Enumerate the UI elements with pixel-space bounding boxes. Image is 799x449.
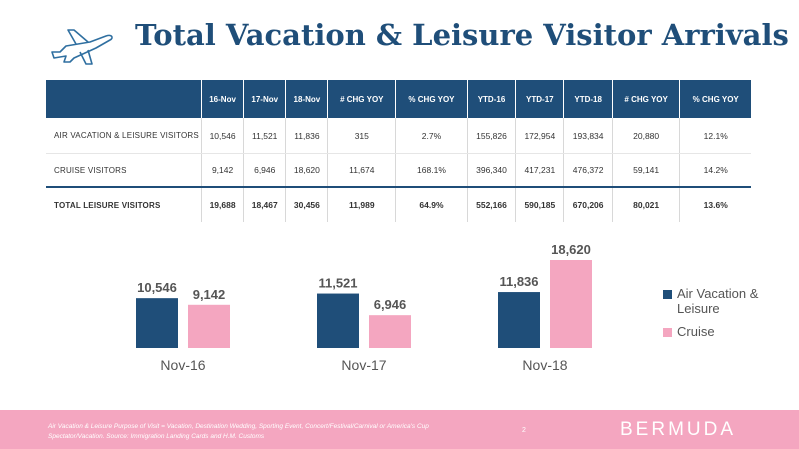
table-cell: 155,826 [466,118,516,154]
table-cell: 396,340 [466,153,516,188]
bar-air-vacation-leisure-nov-17 [317,293,359,348]
column-header [46,80,202,118]
row-label: TOTAL LEISURE VISITORS [54,200,161,210]
table-cell: 64.9% [395,187,468,222]
bar-value-label: 6,946 [374,297,407,312]
table-cell: 14.2% [679,153,751,188]
table-cell: 10,546 [200,118,244,154]
table-cell: 13.6% [679,187,751,222]
category-label: Nov-16 [160,357,205,373]
row-label: CRUISE VISITORS [46,153,202,188]
table-cell: 2.7% [395,118,468,154]
column-header: % CHG YOY [395,80,468,118]
table-total-row: TOTAL LEISURE VISITORS 19,688 18,467 30,… [46,187,751,222]
table-cell: 11,989 [327,187,396,222]
bar-value-label: 9,142 [193,287,226,302]
bermuda-logo: BERMUDA [620,419,737,440]
table-cell: 30,456 [285,187,328,222]
bar-cruise-nov-17 [369,315,411,348]
legend-item-air: Air Vacation & Leisure [663,286,782,316]
column-header: YTD-16 [466,80,516,118]
table-cell: 80,021 [611,187,680,222]
table-cell: 670,206 [563,187,613,222]
page-number: 2 [522,427,526,434]
column-header: YTD-18 [563,80,613,118]
bar-value-label: 11,521 [318,276,357,291]
chart-legend: Air Vacation & Leisure Cruise [663,286,782,347]
table-cell: 11,836 [285,118,328,154]
table-cell: 193,834 [563,118,613,154]
row-label: AIR VACATION & LEISURE VISITORS [46,118,202,154]
bar-value-label: 10,546 [137,280,177,295]
bar-cruise-nov-16 [188,304,230,348]
table-cell: 6,946 [243,153,286,188]
table-cell: 552,166 [466,187,516,222]
table-cell: 18,467 [243,187,286,222]
table-cell: 172,954 [515,118,564,154]
visitor-arrivals-table: 16-Nov 17-Nov 18-Nov # CHG YOY % CHG YOY… [46,80,751,222]
page-title: Total Vacation & Leisure Visitor Arrival… [135,18,789,52]
table-cell: 9,142 [200,153,244,188]
legend-label-air: Air Vacation & Leisure [677,286,759,316]
table-row: AIR VACATION & LEISURE VISITORS 10,546 1… [46,118,751,154]
legend-item-cruise: Cruise [663,324,782,339]
table-cell: 417,231 [515,153,564,188]
column-header: 17-Nov [243,80,286,118]
table-cell: 11,674 [327,153,396,188]
category-label: Nov-18 [522,357,567,373]
table-cell: 315 [327,118,396,154]
bar-cruise-nov-18 [550,260,592,348]
table-cell: 12.1% [679,118,751,154]
legend-label-cruise: Cruise [677,324,715,339]
table-cell: 11,521 [243,118,286,154]
legend-swatch-air [663,290,672,299]
table-cell: 590,185 [515,187,564,222]
bar-value-label: 11,836 [499,274,538,289]
table-cell: 476,372 [563,153,613,188]
bar-value-label: 18,620 [551,242,591,257]
column-header: % CHG YOY [679,80,751,118]
table-cell: 18,620 [285,153,328,188]
table-cell: 168.1% [395,153,468,188]
category-label: Nov-17 [341,357,386,373]
table-cell: 20,880 [611,118,680,154]
arrivals-bar-chart: 10,546 9,142 Nov-16 11,521 6,946 Nov-17 11,836… [136,242,592,373]
table-cell: 59,141 [611,153,680,188]
airplane-icon [51,29,113,65]
table-header-row: 16-Nov 17-Nov 18-Nov # CHG YOY % CHG YOY… [46,80,751,118]
column-header: 18-Nov [285,80,328,118]
table-cell: 19,688 [200,187,244,222]
table-row: CRUISE VISITORS 9,142 6,946 18,620 11,67… [46,153,751,188]
bar-air-vacation-leisure-nov-18 [498,292,540,348]
bar-air-vacation-leisure-nov-16 [136,298,178,348]
footer-note: Air Vacation & Leisure Purpose of Visit … [48,423,429,440]
column-header: 16-Nov [200,80,244,118]
legend-swatch-cruise [663,328,672,337]
column-header: YTD-17 [515,80,564,118]
column-header: # CHG YOY [611,80,680,118]
footer-bar: Air Vacation & Leisure Purpose of Visit … [0,410,799,449]
column-header: # CHG YOY [327,80,396,118]
